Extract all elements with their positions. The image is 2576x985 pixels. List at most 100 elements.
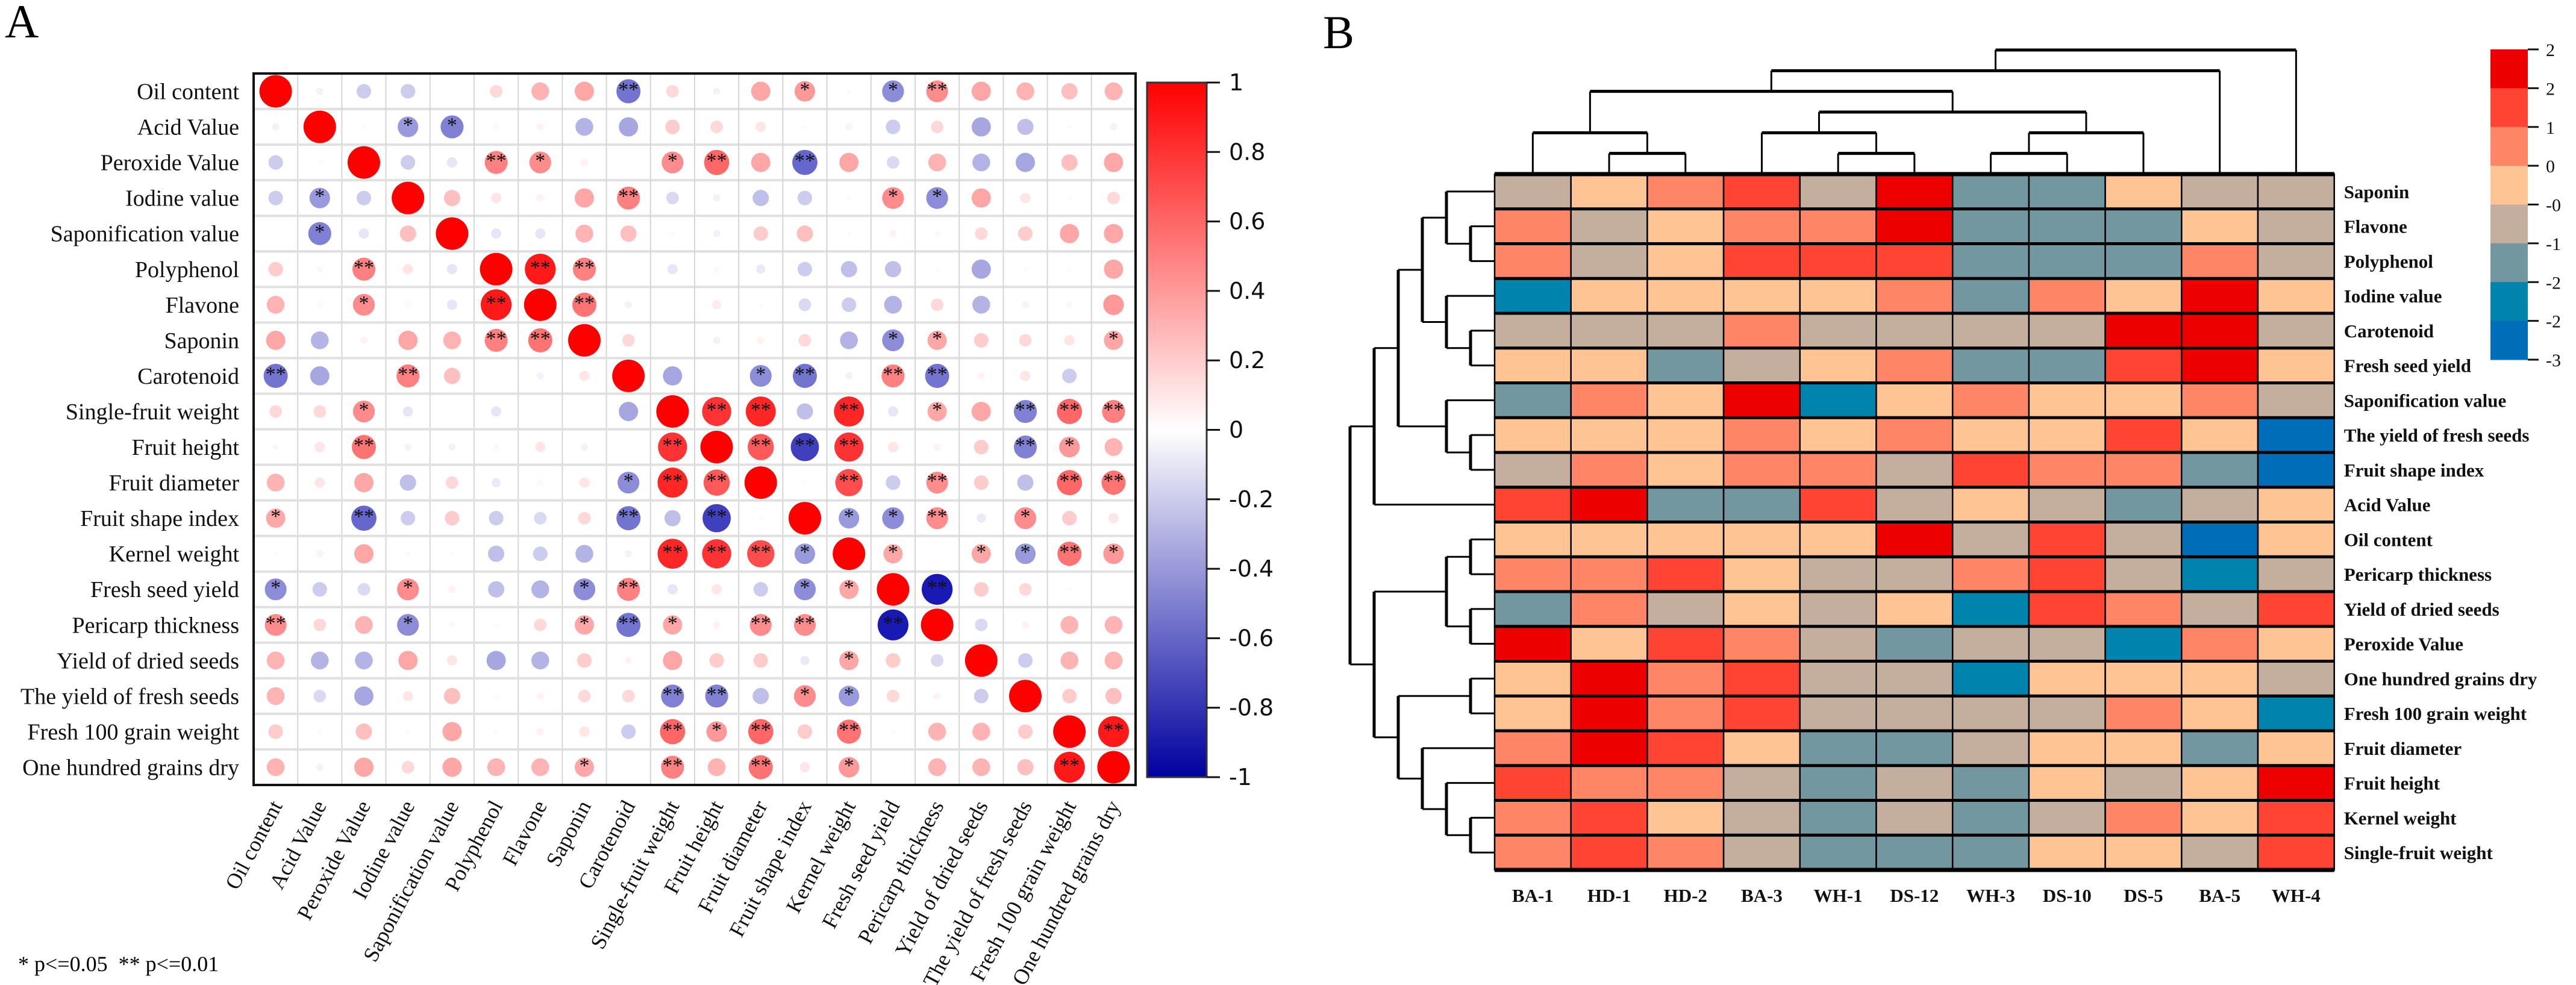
correlation-circle xyxy=(713,266,720,272)
correlation-circle xyxy=(884,261,901,278)
correlation-circle xyxy=(1062,368,1077,383)
correlation-circle xyxy=(1018,226,1033,241)
correlation-circle xyxy=(528,328,552,352)
correlation-circle xyxy=(446,655,457,666)
row-label: Fruit diameter xyxy=(109,471,240,496)
correlation-circle xyxy=(1021,301,1030,308)
legend-tick-label: -3 xyxy=(2546,351,2561,371)
correlation-circle xyxy=(575,188,594,208)
correlation-circle xyxy=(926,187,948,209)
row-label: Carotenoid xyxy=(137,364,239,389)
correlation-circle xyxy=(1060,651,1078,670)
significance-marker: * xyxy=(888,79,898,101)
heatmap-cell xyxy=(1722,834,1801,871)
significance-marker: ** xyxy=(618,186,639,208)
correlation-circle xyxy=(661,684,684,708)
legend-tick-label: -2 xyxy=(2546,273,2561,293)
correlation-circle xyxy=(887,406,898,417)
correlation-circle xyxy=(573,578,596,601)
correlation-circle xyxy=(1066,302,1072,308)
heatmap-cell xyxy=(2257,451,2335,488)
heatmap-cell xyxy=(2257,730,2335,766)
correlation-circle xyxy=(620,225,637,242)
significance-marker: * xyxy=(888,541,898,563)
heatmap-cell xyxy=(1799,660,1877,697)
heatmap-cell xyxy=(1493,173,1572,210)
heatmap-cell xyxy=(1722,278,1801,314)
correlation-circle xyxy=(616,506,641,531)
correlation-circle xyxy=(303,110,336,143)
heatmap-cell xyxy=(2104,486,2183,523)
correlation-circle xyxy=(272,444,279,450)
legend-color-bin xyxy=(2490,49,2528,89)
correlation-circle xyxy=(1014,543,1036,564)
heatmap-cell xyxy=(1722,312,1801,349)
heatmap-cell xyxy=(1646,590,1725,627)
heatmap-cell xyxy=(2104,765,2183,801)
correlation-circle xyxy=(266,651,285,670)
correlation-circle xyxy=(1019,583,1032,596)
significance-marker: ** xyxy=(751,541,771,563)
heatmap-cell xyxy=(2257,521,2335,558)
correlation-circle xyxy=(446,299,457,310)
correlation-circle xyxy=(1009,680,1042,713)
correlation-circle xyxy=(392,181,425,214)
correlation-circle xyxy=(800,655,810,665)
heatmap-cell xyxy=(1646,451,1725,488)
correlation-circle xyxy=(931,120,944,134)
correlation-circle xyxy=(747,540,775,568)
correlation-circle xyxy=(355,616,373,634)
heatmap-cell xyxy=(1646,799,1725,836)
heatmap-row-label: Fresh 100 grain weight xyxy=(2344,703,2527,724)
correlation-circle xyxy=(1108,513,1119,524)
correlation-circle xyxy=(531,580,549,599)
correlation-circle xyxy=(445,476,458,489)
heatmap-cell xyxy=(1799,278,1877,314)
correlation-circle xyxy=(972,153,990,172)
correlation-circle xyxy=(268,261,283,277)
correlation-circle xyxy=(705,684,728,708)
heatmap-cell xyxy=(1875,382,1954,419)
correlation-circle xyxy=(617,186,640,210)
row-label: Yield of dried seeds xyxy=(57,648,239,674)
correlation-circle xyxy=(536,728,544,736)
heatmap-cell xyxy=(2104,243,2183,280)
heatmap-cell xyxy=(1722,765,1801,801)
correlation-circle xyxy=(486,651,506,671)
row-label: Saponin xyxy=(164,328,239,354)
correlation-circle xyxy=(700,431,733,464)
correlation-circle xyxy=(845,123,853,131)
correlation-circle xyxy=(443,331,461,349)
row-label: Fresh 100 grain weight xyxy=(28,719,240,745)
correlation-circle xyxy=(799,761,810,773)
heatmap-cell xyxy=(2257,625,2335,662)
heatmap-cell xyxy=(1646,382,1725,419)
legend-color-bin xyxy=(2490,127,2528,166)
correlation-circle xyxy=(753,226,768,241)
correlation-circle xyxy=(887,442,898,452)
correlation-circle xyxy=(268,724,283,739)
correlation-circle xyxy=(358,228,369,239)
significance-marker: * xyxy=(447,114,457,137)
heatmap-cell xyxy=(1799,625,1877,662)
correlation-circle xyxy=(934,266,940,272)
row-label: Fresh seed yield xyxy=(90,577,239,602)
heatmap-cell xyxy=(1646,417,1725,454)
correlation-circle xyxy=(625,657,633,664)
heatmap-cell xyxy=(2181,625,2259,662)
row-label: Pericarp thickness xyxy=(72,613,239,638)
significance-marker: ** xyxy=(927,505,948,528)
significance-marker: * xyxy=(932,399,942,421)
correlation-circle xyxy=(579,477,590,488)
row-label: Oil content xyxy=(137,80,239,105)
significance-marker: ** xyxy=(662,754,683,777)
row-label: Fruit shape index xyxy=(80,506,239,531)
correlation-circle xyxy=(927,330,947,350)
heatmap-cell xyxy=(1875,347,1954,384)
correlation-circle xyxy=(665,119,680,134)
significance-marker: * xyxy=(403,612,413,634)
colorbar-gradient xyxy=(1146,81,1208,778)
correlation-circle xyxy=(317,729,322,734)
heatmap-cell xyxy=(1799,243,1877,280)
